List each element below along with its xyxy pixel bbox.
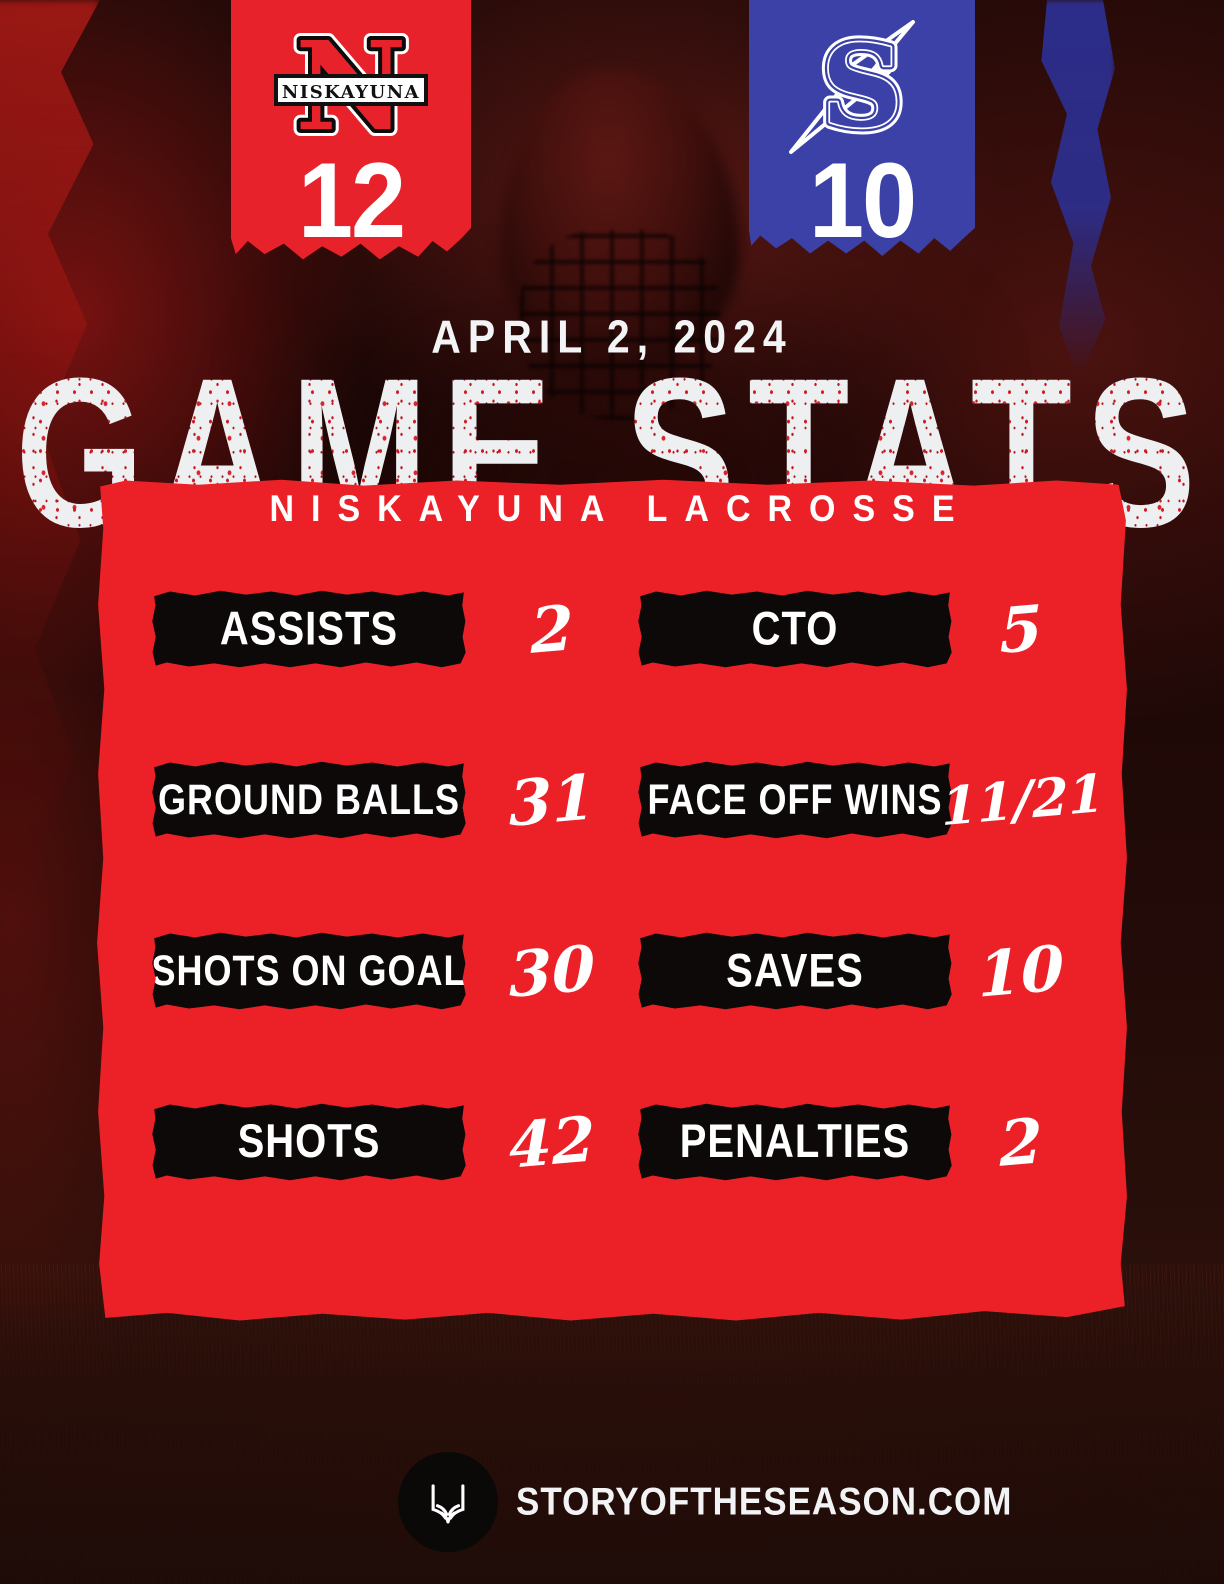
stat-label-bar: SAVES xyxy=(638,932,952,1010)
home-score-box: N N N NISKAYUNA 12 xyxy=(231,0,471,260)
stat-label: SAVES xyxy=(726,944,864,997)
stat-label-bar: SHOTS xyxy=(152,1103,466,1181)
svg-text:S: S xyxy=(822,22,903,153)
stat-label-bar: PENALTIES xyxy=(638,1103,952,1181)
stat-label: ASSISTS xyxy=(219,602,399,655)
stats-panel: NISKAYUNA LACROSSE ASSISTS 2 CTO 5 GROUN… xyxy=(97,479,1127,1321)
svg-text:S: S xyxy=(822,22,903,153)
stat-label-bar: CTO xyxy=(638,590,952,668)
stat-row-assists: ASSISTS 2 xyxy=(151,590,637,668)
stat-label: SHOTS ON GOAL xyxy=(151,946,467,995)
stat-label: GROUND BALLS xyxy=(158,775,460,824)
lightning-s-logo-icon: S S S S xyxy=(772,20,952,160)
stat-value: 2 xyxy=(529,590,575,668)
stat-label-bar: FACE OFF WINS xyxy=(638,761,952,839)
svg-text:S: S xyxy=(822,22,903,153)
stat-label: PENALTIES xyxy=(679,1115,911,1168)
away-score-box: S S S S 10 xyxy=(749,0,975,256)
stat-value: 5 xyxy=(998,590,1044,668)
stat-label-bar: SHOTS ON GOAL xyxy=(151,932,467,1010)
stat-row-face-off-wins: FACE OFF WINS 11/21 xyxy=(637,761,1105,839)
open-book-icon xyxy=(431,1484,465,1524)
stat-label-bar: ASSISTS xyxy=(152,590,466,668)
stat-value: 31 xyxy=(508,759,596,841)
stat-label-bar: GROUND BALLS xyxy=(152,761,466,839)
stat-row-cto: CTO 5 xyxy=(637,590,1089,668)
svg-text:S: S xyxy=(822,22,903,153)
stat-label: CTO xyxy=(751,602,839,655)
stat-label: SHOTS xyxy=(237,1115,381,1168)
stat-row-saves: SAVES 10 xyxy=(637,931,1089,1011)
niskayuna-n-logo-icon: N N N NISKAYUNA xyxy=(261,25,441,155)
stat-value: 42 xyxy=(508,1101,596,1183)
stat-value: 30 xyxy=(508,930,596,1012)
stat-value: 11/21 xyxy=(940,762,1105,838)
stat-value: 10 xyxy=(977,930,1065,1012)
story-of-the-season-badge xyxy=(398,1452,498,1552)
stat-value: 2 xyxy=(998,1103,1044,1181)
panel-subtitle: NISKAYUNA LACROSSE xyxy=(269,488,972,530)
stat-row-penalties: PENALTIES 2 xyxy=(637,1103,1089,1181)
away-score: 10 xyxy=(808,139,917,260)
stat-row-ground-balls: GROUND BALLS 31 xyxy=(151,760,637,840)
home-score: 12 xyxy=(297,139,406,260)
stat-label: FACE OFF WINS xyxy=(647,775,943,824)
stats-grid: ASSISTS 2 CTO 5 GROUND BALLS 31 FACE OFF… xyxy=(151,590,1105,1182)
home-team-name: NISKAYUNA xyxy=(282,82,420,103)
website-url: STORYOFTHESEASON.COM xyxy=(516,1479,1013,1524)
stat-row-shots: SHOTS 42 xyxy=(151,1102,637,1182)
footer: STORYOFTHESEASON.COM xyxy=(398,1452,1012,1552)
stat-row-shots-on-goal: SHOTS ON GOAL 30 xyxy=(151,931,637,1011)
